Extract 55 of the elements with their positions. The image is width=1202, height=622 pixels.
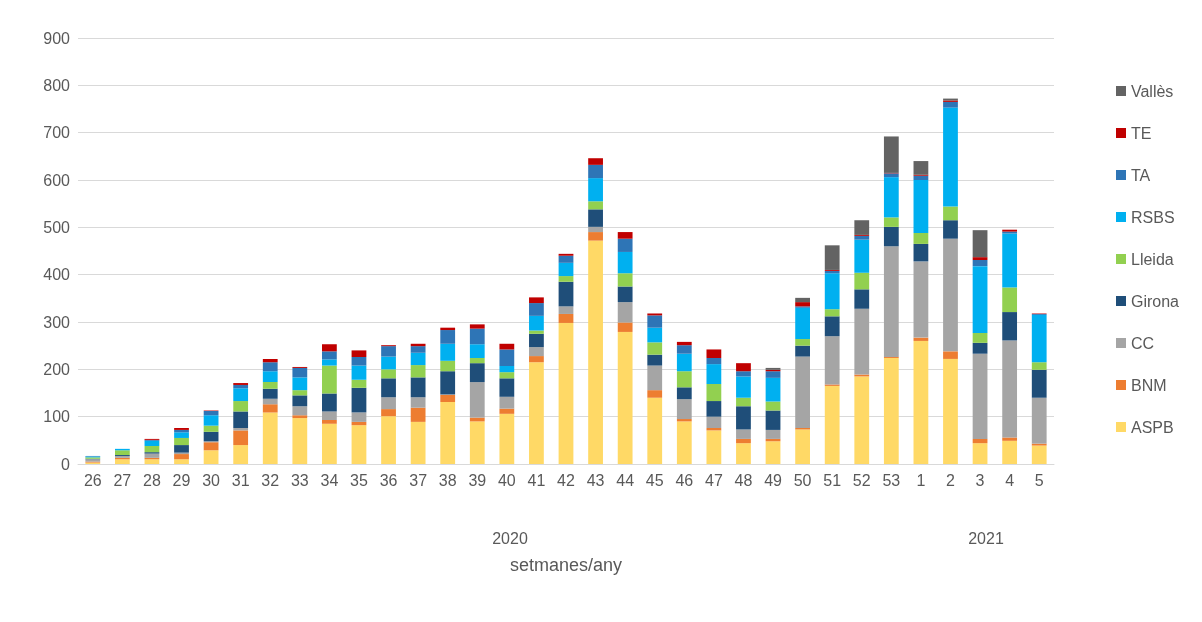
x-tick-label: 49 (764, 471, 783, 489)
legend-label: TE (1130, 124, 1152, 142)
x-tick-label: 45 (645, 471, 664, 489)
y-tick-label: 400 (43, 266, 71, 284)
legend-label: TA (1130, 166, 1151, 184)
x-tick-label: 38 (438, 471, 457, 489)
x-tick-label: 40 (497, 471, 516, 489)
legend-label: BNM (1130, 376, 1167, 394)
y-tick-label: 0 (61, 455, 71, 473)
x-tick-label: 26 (83, 471, 102, 489)
x-tick-label: 39 (468, 471, 487, 489)
y-tick-label: 700 (43, 124, 71, 142)
x-tick-label: 5 (1034, 471, 1044, 489)
x-tick-label: 47 (704, 471, 723, 489)
x-tick-label: 42 (557, 471, 575, 489)
text: 2021 (968, 529, 1004, 547)
x-tick-label: 31 (231, 471, 250, 489)
x-tick-label: 52 (852, 471, 871, 489)
x-tick-label: 4 (1005, 471, 1015, 489)
legend-label: Vallès (1130, 82, 1174, 100)
y-tick-label: 300 (43, 313, 71, 331)
x-tick-label: 44 (616, 471, 635, 489)
legend-label: ASPB (1130, 418, 1174, 436)
legend-label: Lleida (1130, 250, 1174, 268)
text: 2020 (492, 529, 528, 547)
y-tick-label: 500 (43, 218, 71, 236)
x-tick-label: 27 (113, 471, 132, 489)
x-tick-label: 46 (675, 471, 694, 489)
x-tick-label: 35 (350, 471, 368, 489)
y-tick-label: 600 (43, 171, 71, 189)
x-axis-title: setmanes/any (509, 555, 623, 575)
y-tick-label: 100 (43, 408, 71, 426)
x-tick-label: 43 (586, 471, 605, 489)
x-tick-label: 36 (379, 471, 398, 489)
x-tick-label: 51 (823, 471, 842, 489)
x-tick-label: 41 (527, 471, 546, 489)
y-tick-label: 900 (43, 29, 71, 47)
x-tick-label: 30 (202, 471, 221, 489)
x-tick-label: 1 (916, 471, 926, 489)
x-tick-label: 33 (290, 471, 309, 489)
x-tick-label: 53 (882, 471, 901, 489)
x-tick-label: 34 (320, 471, 339, 489)
x-tick-label: 37 (409, 471, 428, 489)
x-tick-label: 29 (172, 471, 191, 489)
x-tick-label: 28 (143, 471, 161, 489)
y-tick-label: 800 (43, 76, 71, 94)
y-tick-label: 200 (43, 360, 71, 378)
x-tick-label: 3 (975, 471, 985, 489)
legend-label: RSBS (1130, 208, 1175, 226)
x-tick-label: 2 (946, 471, 956, 489)
legend-label: CC (1130, 334, 1155, 352)
x-tick-label: 48 (734, 471, 753, 489)
x-tick-label: 50 (793, 471, 812, 489)
legend-label: Girona (1130, 292, 1180, 310)
x-tick-label: 32 (261, 471, 280, 489)
